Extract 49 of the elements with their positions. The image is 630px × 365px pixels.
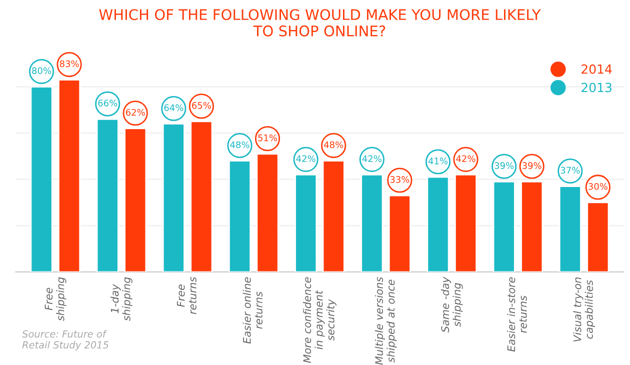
x-tick-label: Free returns xyxy=(177,277,196,314)
x-tick-label: Same -day shipping xyxy=(441,276,463,333)
bar xyxy=(492,180,516,272)
data-label: 30% xyxy=(588,183,608,190)
bar xyxy=(256,153,279,272)
bar xyxy=(294,174,318,272)
data-label: 39% xyxy=(522,162,542,169)
x-tick-label: Multiple versions shipped at once xyxy=(374,277,397,365)
bar xyxy=(454,174,478,272)
x-tick-label: Easier in-store returns xyxy=(507,277,527,352)
data-label: 39% xyxy=(494,162,514,169)
bar xyxy=(190,120,213,272)
bar xyxy=(96,118,119,272)
x-tick-label: Free shipping xyxy=(44,277,66,321)
data-label: 66% xyxy=(98,100,118,107)
x-tick-label: More confidence in payment security xyxy=(303,277,336,363)
data-label: 48% xyxy=(230,141,250,148)
legend-label: 2014 xyxy=(582,64,612,74)
data-label: 83% xyxy=(60,60,79,68)
bar xyxy=(30,86,53,272)
bar xyxy=(322,160,345,272)
bar xyxy=(124,128,147,272)
bar xyxy=(586,202,610,272)
chart-title: WHICH OF THE FOLLOWING WOULD MAKE YOU MORE LIKELY TO SHOP ONLINE? xyxy=(99,9,541,36)
bar xyxy=(388,194,411,272)
data-label: 42% xyxy=(362,155,382,162)
data-label: 51% xyxy=(258,134,278,142)
data-label: 64% xyxy=(164,104,184,112)
bar xyxy=(520,180,544,272)
data-label: 33% xyxy=(390,176,410,183)
data-label: 41% xyxy=(428,158,448,164)
bar xyxy=(162,123,185,272)
data-label: 62% xyxy=(126,108,145,116)
bar xyxy=(558,186,582,272)
data-label: 48% xyxy=(324,141,344,148)
legend-label: 2013 xyxy=(582,82,612,92)
data-label: 42% xyxy=(456,155,476,162)
data-label: 37% xyxy=(560,166,580,174)
bar xyxy=(426,176,450,272)
x-tick-label: Visual try-on capabilities xyxy=(573,277,595,342)
bar xyxy=(360,174,384,272)
data-label: 42% xyxy=(296,155,316,162)
data-label: 80% xyxy=(32,67,52,74)
source-note: Source: Future of Retail Study 2015 xyxy=(22,330,108,350)
bar xyxy=(228,160,252,272)
data-label: 65% xyxy=(192,102,211,109)
x-tick-label: 1-day shipping xyxy=(110,277,132,321)
bar xyxy=(58,79,81,272)
x-tick-label: Easier online returns xyxy=(242,277,262,344)
